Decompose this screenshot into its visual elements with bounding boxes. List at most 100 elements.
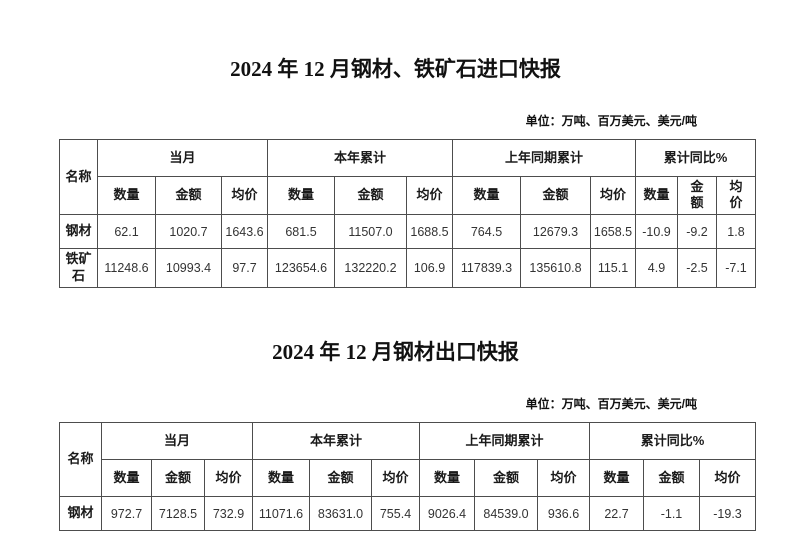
column-subheader-label: 均价 (550, 469, 577, 485)
data-cell: 84539.0 (474, 496, 538, 532)
column-group-header: 当月 (101, 422, 253, 461)
export-units-note: 单位：万吨、百万美元、美元/吨 (525, 397, 697, 412)
table-header-row-groups: 名称 当月 本年累计 上年同期累计 累计同比% (59, 139, 756, 216)
column-subheader: 均价 (221, 176, 268, 216)
import-report-section: 2024 年 12 月钢材、铁矿石进口快报 单位：万吨、百万美元、美元/吨 名称… (0, 57, 791, 289)
export-data-table: 名称 当月 本年累计 上年同期累计 累计同比% 数量 金额 均价 数量 金额 均价 数量 金额 均价 数量金… (59, 422, 756, 532)
column-subheader: 数量 (452, 176, 521, 216)
column-subheader: 均价 (406, 176, 453, 216)
column-subheader: 金额 (520, 176, 591, 216)
column-subheader: 金额 (334, 176, 407, 216)
column-subheader-label: 数量 (473, 187, 500, 203)
table-row: 钢材 972.7 7128.5 732.9 11071.6 83631.0 755.4 902… (59, 496, 756, 532)
data-cell: 83631.0 (309, 496, 372, 532)
column-subheader: 均价 (716, 176, 756, 216)
row-name-cell: 钢材 (59, 496, 102, 532)
column-subheader-label: 均价 (231, 187, 258, 203)
data-cell: 7128.5 (151, 496, 205, 532)
column-subheader-label: 均价 (215, 469, 242, 485)
column-subheader-label: 金额 (327, 469, 354, 485)
column-subheader-label: 均价 (416, 187, 443, 203)
column-subheader: 数量 (589, 459, 644, 498)
column-subheader: 均价 (371, 459, 420, 498)
column-subheader: 均价 (537, 459, 590, 498)
row-name-cell: 铁矿石 (59, 248, 98, 289)
table-row: 铁矿石 11248.6 10993.4 97.7 123654.6 132220.2 106… (59, 248, 756, 289)
data-cell: 1658.5 (590, 214, 636, 250)
data-cell: 11248.6 (97, 248, 156, 289)
data-cell: 9026.4 (419, 496, 475, 532)
data-cell: 1688.5 (406, 214, 453, 250)
data-cell: 132220.2 (334, 248, 407, 289)
table-row: 钢材 62.1 1020.7 1643.6 681.5 11507.0 1688.5 764.… (59, 214, 756, 250)
column-subheader-label: 金额 (492, 469, 519, 485)
data-cell: 62.1 (97, 214, 156, 250)
data-cell: 11507.0 (334, 214, 407, 250)
column-subheader: 金额 (643, 459, 700, 498)
data-cell: -1.1 (643, 496, 700, 532)
import-units-note: 单位：万吨、百万美元、美元/吨 (525, 114, 697, 129)
column-subheader: 均价 (699, 459, 756, 498)
column-subheader-label: 均价 (382, 469, 409, 485)
import-report-title: 2024 年 12 月钢材、铁矿石进口快报 (230, 57, 561, 81)
column-subheader-label: 数量 (267, 469, 294, 485)
column-subheader-label: 金额 (658, 469, 685, 485)
column-subheader-label: 数量 (287, 187, 314, 203)
column-subheader-label: 数量 (643, 187, 670, 203)
column-subheader: 数量 (267, 176, 335, 216)
column-subheader-label: 均价 (729, 179, 743, 211)
column-subheader-label: 均价 (599, 187, 626, 203)
data-cell: 22.7 (589, 496, 644, 532)
data-cell: 12679.3 (520, 214, 591, 250)
column-group-header: 上年同期累计 (452, 139, 636, 178)
column-subheader: 数量 (635, 176, 678, 216)
data-cell: 681.5 (267, 214, 335, 250)
data-cell: -9.2 (677, 214, 717, 250)
column-subheader-label: 数量 (113, 187, 140, 203)
column-subheader: 数量 (252, 459, 310, 498)
column-subheader: 数量 (101, 459, 152, 498)
data-cell: 10993.4 (155, 248, 222, 289)
column-subheader: 均价 (204, 459, 253, 498)
column-group-header: 上年同期累计 (419, 422, 590, 461)
data-cell: 755.4 (371, 496, 420, 532)
data-cell: -2.5 (677, 248, 717, 289)
column-group-header: 累计同比% (589, 422, 756, 461)
data-cell: 1020.7 (155, 214, 222, 250)
column-subheader-label: 金额 (542, 187, 569, 203)
data-cell: 4.9 (635, 248, 678, 289)
data-cell: -7.1 (716, 248, 756, 289)
data-cell: -19.3 (699, 496, 756, 532)
column-subheader-label: 金额 (357, 187, 384, 203)
data-cell: 764.5 (452, 214, 521, 250)
data-cell: -10.9 (635, 214, 678, 250)
column-subheader-label: 金额 (175, 187, 202, 203)
column-group-header: 本年累计 (267, 139, 453, 178)
corner-header-cell: 名称 (59, 422, 102, 498)
export-report-section: 2024 年 12 月钢材出口快报 单位：万吨、百万美元、美元/吨 名称 当月 本年… (0, 340, 791, 532)
data-cell: 972.7 (101, 496, 152, 532)
data-cell: 1643.6 (221, 214, 268, 250)
row-name-cell: 钢材 (59, 214, 98, 250)
data-cell: 117839.3 (452, 248, 521, 289)
table-header-row-subs: 数量 金额 均价 数量 金额 均价 数量 金额 均价 数量 金额 均价 (60, 459, 756, 498)
table-header-row-subs: 数量 金额 均价 数量 金额 均价 数量 金额 均价 数量 金额 均价 (60, 176, 756, 216)
data-cell: 11071.6 (252, 496, 310, 532)
data-cell: 1.8 (716, 214, 756, 250)
column-subheader-label: 数量 (113, 469, 140, 485)
column-group-header: 累计同比% (635, 139, 756, 178)
export-report-title: 2024 年 12 月钢材出口快报 (272, 340, 519, 365)
data-cell: 97.7 (221, 248, 268, 289)
column-subheader-label: 数量 (433, 469, 460, 485)
column-group-header: 本年累计 (252, 422, 420, 461)
column-subheader: 均价 (590, 176, 636, 216)
import-data-table: 名称 当月 本年累计 上年同期累计 累计同比% 数量 金额 均价 数量 金额 均价 数量 金额 均价 数量金… (59, 139, 756, 289)
corner-header-cell: 名称 (59, 139, 98, 216)
column-group-header: 当月 (97, 139, 268, 178)
column-subheader: 金额 (309, 459, 372, 498)
column-subheader: 数量 (97, 176, 156, 216)
data-cell: 115.1 (590, 248, 636, 289)
column-subheader: 金额 (474, 459, 538, 498)
data-cell: 732.9 (204, 496, 253, 532)
column-subheader: 金额 (155, 176, 222, 216)
